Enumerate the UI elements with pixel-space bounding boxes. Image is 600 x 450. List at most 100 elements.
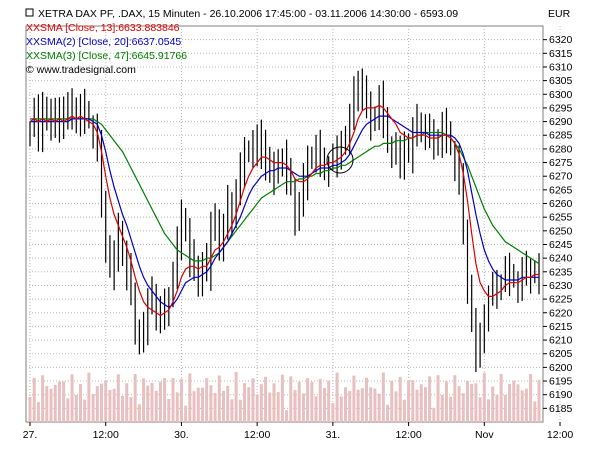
- volume-bar: [276, 391, 280, 422]
- x-tick-label: 12:00: [395, 429, 421, 441]
- volume-bar: [129, 397, 133, 422]
- y-tick-label: 6280: [549, 143, 573, 155]
- volume-bar: [217, 375, 221, 422]
- header-checkbox[interactable]: [25, 8, 34, 17]
- volume-bar: [36, 402, 40, 422]
- volume-bar: [432, 407, 436, 422]
- volume-bar: [529, 373, 533, 422]
- volume-bar: [306, 378, 310, 422]
- volume-bar: [373, 388, 377, 422]
- y-tick-label: 6255: [549, 212, 573, 224]
- y-tick-label: 6285: [549, 130, 573, 142]
- volume-bar: [503, 394, 507, 422]
- volume-bar: [251, 378, 255, 422]
- volume-bar: [62, 381, 66, 422]
- volume-bar: [154, 390, 158, 422]
- volume-bar: [495, 394, 499, 422]
- volume-bar: [125, 383, 129, 422]
- volume-bar: [104, 380, 108, 422]
- y-tick-label: 6190: [549, 389, 573, 401]
- volume-bars: [28, 372, 541, 422]
- volume-bar: [41, 375, 45, 422]
- y-tick-label: 6220: [549, 307, 573, 319]
- volume-bar: [285, 410, 289, 422]
- volume-bar: [95, 386, 99, 422]
- volume-bar: [57, 381, 61, 422]
- x-axis: 27.12:0030.12:0031.12:00Nov12:002.12:003…: [23, 422, 573, 441]
- volume-bar: [87, 372, 91, 422]
- volume-bar: [243, 383, 247, 422]
- volume-bar: [508, 384, 512, 422]
- volume-bar: [322, 387, 326, 422]
- volume-bar: [146, 385, 150, 422]
- volume-bar: [78, 384, 82, 422]
- volume-bar: [386, 404, 390, 422]
- volume-bar: [116, 374, 120, 422]
- x-tick-label: 12:00: [93, 429, 119, 441]
- grid: [26, 26, 561, 422]
- volume-bar: [499, 373, 503, 422]
- x-tick-label: Nov: [475, 429, 494, 441]
- highlight-circle: [326, 146, 354, 174]
- sma47-prefix: XX: [26, 50, 40, 62]
- y-tick-label: 6265: [549, 184, 573, 196]
- volume-bar: [482, 372, 486, 422]
- y-tick-label: 6240: [549, 253, 573, 265]
- volume-bar: [230, 399, 234, 422]
- volume-bar: [352, 375, 356, 422]
- volume-bar: [137, 404, 141, 422]
- volume-bar: [533, 401, 537, 422]
- y-tick-label: 6210: [549, 335, 573, 347]
- volume-bar: [457, 386, 461, 422]
- volume-bar: [444, 381, 448, 422]
- copyright-text: © www.tradesignal.com: [26, 64, 136, 76]
- volume-bar: [163, 378, 167, 422]
- volume-bar: [53, 384, 57, 422]
- volume-bar: [365, 377, 369, 422]
- volume-bar: [356, 389, 360, 422]
- volume-bar: [402, 399, 406, 422]
- volume-bar: [200, 387, 204, 422]
- volume-bar: [142, 378, 146, 422]
- volume-bar: [348, 391, 352, 422]
- volume-bar: [222, 390, 226, 422]
- volume-bar: [100, 383, 104, 422]
- volume-bar: [407, 380, 411, 422]
- y-tick-label: 6250: [549, 225, 573, 237]
- volume-bar: [516, 384, 520, 422]
- volume-bar: [121, 395, 125, 422]
- y-tick-label: 6225: [549, 294, 573, 306]
- volume-bar: [234, 372, 238, 422]
- volume-bar: [259, 384, 263, 422]
- volume-bar: [91, 394, 95, 422]
- volume-bar: [247, 387, 251, 422]
- volume-bar: [297, 381, 301, 422]
- volume-bar: [465, 380, 469, 422]
- sma20-legend: SMA(2) [Close, 20]:6637.0545: [40, 36, 181, 48]
- y-tick-label: 6310: [549, 61, 573, 73]
- plot-area: [25, 25, 544, 423]
- y-tick-label: 6290: [549, 116, 573, 128]
- volume-bar: [436, 375, 440, 422]
- volume-bar: [520, 390, 524, 422]
- volume-bar: [175, 392, 179, 422]
- volume-bar: [70, 374, 74, 422]
- volume-bar: [196, 387, 200, 422]
- volume-bar: [112, 388, 116, 422]
- volume-bar: [167, 398, 171, 422]
- volume-bar: [184, 405, 188, 422]
- volume-bar: [377, 393, 381, 422]
- volume-bar: [264, 376, 268, 422]
- y-tick-label: 6300: [549, 89, 573, 101]
- volume-bar: [419, 384, 423, 422]
- volume-bar: [171, 377, 175, 422]
- y-tick-label: 6275: [549, 157, 573, 169]
- volume-bar: [289, 376, 293, 422]
- sma13-prefix: XX: [26, 22, 40, 34]
- volume-bar: [268, 392, 272, 422]
- y-tick-label: 6200: [549, 362, 573, 374]
- volume-bar: [415, 389, 419, 422]
- currency-label: EUR: [548, 8, 571, 20]
- x-tick-label: 12:00: [547, 429, 573, 441]
- volume-bar: [478, 397, 482, 422]
